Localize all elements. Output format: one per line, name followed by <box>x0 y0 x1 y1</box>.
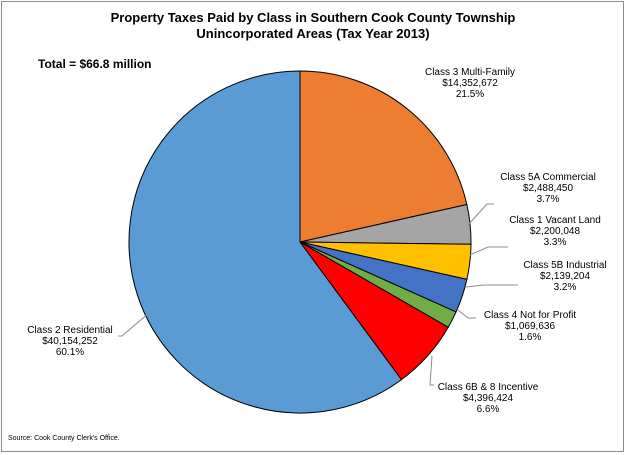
leader-line <box>467 203 494 226</box>
slice-label-percent: 1.6% <box>519 332 542 343</box>
leader-line <box>465 284 518 288</box>
slice-label-name: Class 5B Industrial <box>523 260 606 271</box>
slice-label-name: Class 4 Not for Profit <box>484 310 576 321</box>
chart-title-line2: Unincorporated Areas (Tax Year 2013) <box>196 26 429 41</box>
slice-label-percent: 3.3% <box>544 237 567 248</box>
slice-label-amount: $2,139,204 <box>540 271 590 282</box>
slice-label-amount: $14,352,672 <box>442 78 498 89</box>
slice-label-amount: $2,200,048 <box>530 226 580 237</box>
leader-line <box>457 309 476 319</box>
slice-label: Class 5A Commercial $2,488,450 3.7% <box>500 172 596 205</box>
total-label: Total = $66.8 million <box>38 57 151 71</box>
slice-label-amount: $2,488,450 <box>523 183 573 194</box>
slice-label-name: Class 6B & 8 Incentive <box>438 382 539 393</box>
pie-slice-class-2-residential <box>128 70 403 414</box>
leader-line <box>469 246 508 256</box>
slice-labels: Class 3 Multi-Family $14,352,672 21.5%Clas… <box>27 67 606 415</box>
slice-label-amount: $40,154,252 <box>42 336 98 347</box>
slice-label-name: Class 3 Multi-Family <box>425 67 515 78</box>
slice-label-percent: 6.6% <box>477 404 500 415</box>
leader-lines <box>118 203 518 386</box>
slice-label-amount: $1,069,636 <box>505 321 555 332</box>
slice-label-name: Class 1 Vacant Land <box>509 215 601 226</box>
leader-line <box>118 311 151 337</box>
leader-line <box>429 355 434 386</box>
slice-label-percent: 60.1% <box>56 347 84 358</box>
slice-label: Class 1 Vacant Land $2,200,048 3.3% <box>509 215 601 248</box>
chart-title-line1: Property Taxes Paid by Class in Southern… <box>111 10 516 25</box>
slice-label-percent: 3.2% <box>554 282 577 293</box>
pie-slice-class-3-multi-family <box>299 70 468 243</box>
slice-label-name: Class 2 Residential <box>27 325 113 336</box>
slice-label: Class 6B & 8 Incentive $4,396,424 6.6% <box>438 382 539 415</box>
slice-label: Class 2 Residential $40,154,252 60.1% <box>27 325 113 358</box>
source-note: Source: Cook County Clerk's Office. <box>8 435 120 442</box>
slice-label-amount: $4,396,424 <box>463 393 513 404</box>
slice-label-name: Class 5A Commercial <box>500 172 596 183</box>
slice-label: Class 4 Not for Profit $1,069,636 1.6% <box>484 310 576 343</box>
slice-label: Class 3 Multi-Family $14,352,672 21.5% <box>425 67 515 100</box>
slice-label-percent: 21.5% <box>456 89 484 100</box>
pie-slices <box>128 70 472 414</box>
slice-label: Class 5B Industrial $2,139,204 3.2% <box>523 260 606 293</box>
slice-label-percent: 3.7% <box>537 194 560 205</box>
